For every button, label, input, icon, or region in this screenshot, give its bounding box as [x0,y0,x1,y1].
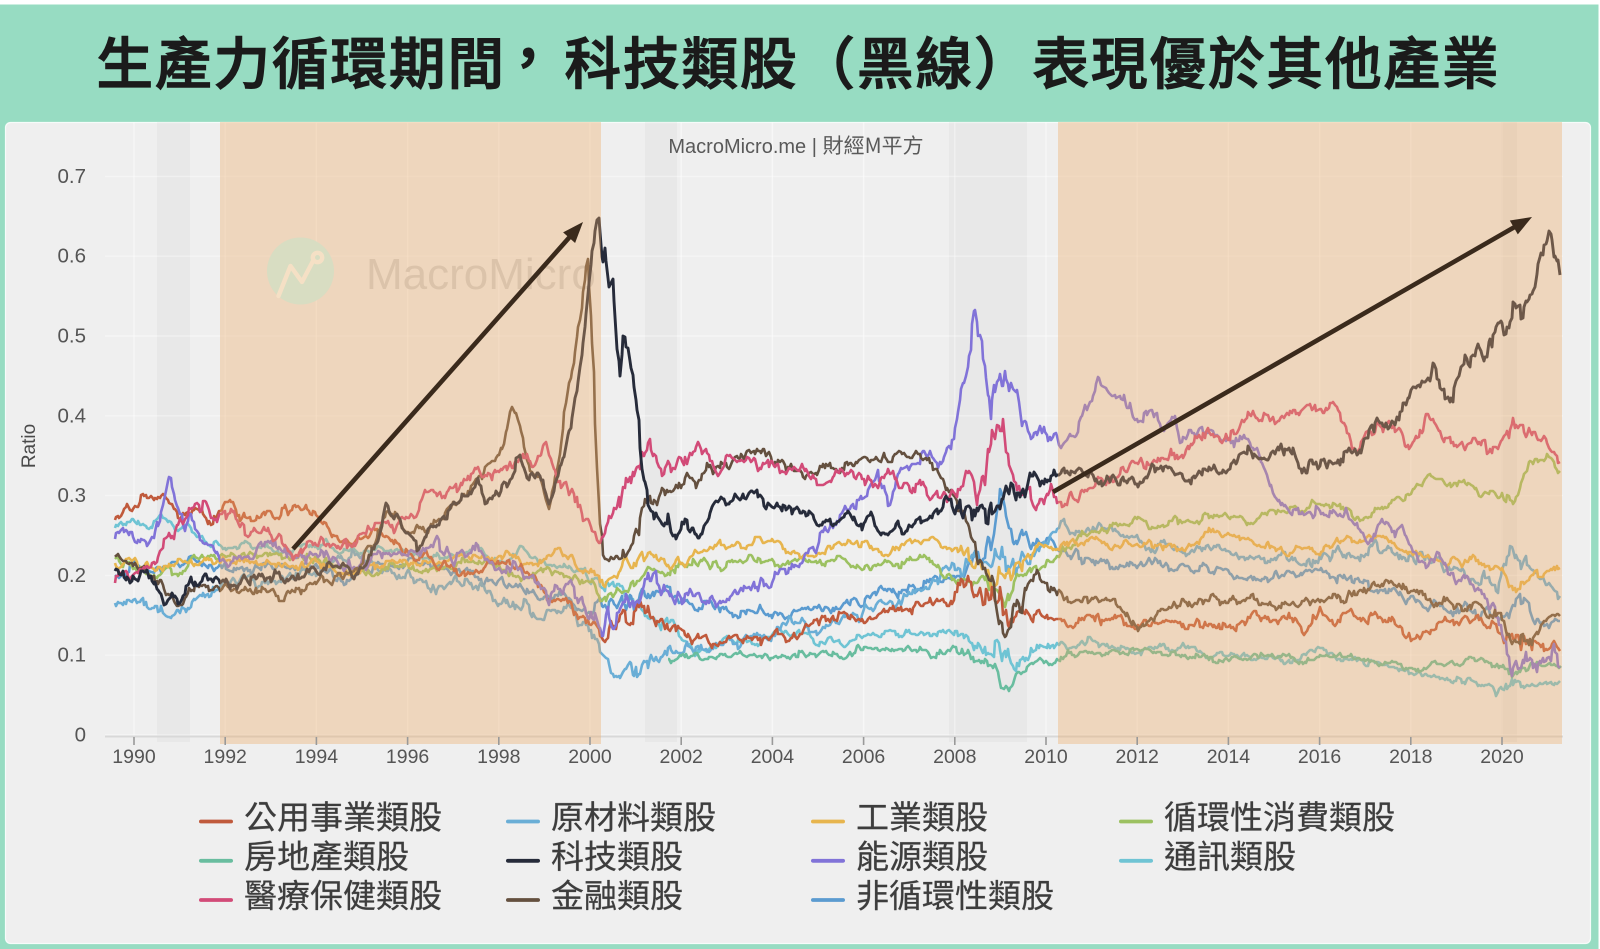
svg-text:2012: 2012 [1116,746,1159,768]
svg-text:0.3: 0.3 [58,484,87,507]
svg-text:2016: 2016 [1298,746,1341,768]
svg-text:0: 0 [75,724,86,747]
svg-text:0.1: 0.1 [58,644,87,667]
svg-text:1994: 1994 [295,746,339,768]
svg-text:2014: 2014 [1207,746,1251,768]
svg-text:0.6: 0.6 [58,245,87,268]
svg-text:1996: 1996 [386,746,429,768]
svg-text:2020: 2020 [1480,746,1524,768]
svg-text:1992: 1992 [204,746,247,768]
svg-text:2006: 2006 [842,746,885,768]
svg-text:2018: 2018 [1389,746,1432,768]
svg-text:2002: 2002 [660,746,703,768]
svg-text:2008: 2008 [933,746,976,768]
svg-text:Ratio: Ratio [19,424,40,468]
svg-text:2000: 2000 [568,746,612,768]
svg-text:0.4: 0.4 [58,404,87,427]
svg-text:0.7: 0.7 [58,165,87,188]
svg-text:MacroMicro.me |: MacroMicro.me | [668,136,817,158]
svg-text:0.5: 0.5 [58,325,87,348]
svg-text:2004: 2004 [751,746,795,768]
svg-text:1998: 1998 [477,746,520,768]
svg-text:2010: 2010 [1024,746,1068,768]
svg-text:0.2: 0.2 [58,564,87,587]
svg-text:MacroMicro: MacroMicro [366,250,596,299]
svg-text:1990: 1990 [112,746,156,768]
